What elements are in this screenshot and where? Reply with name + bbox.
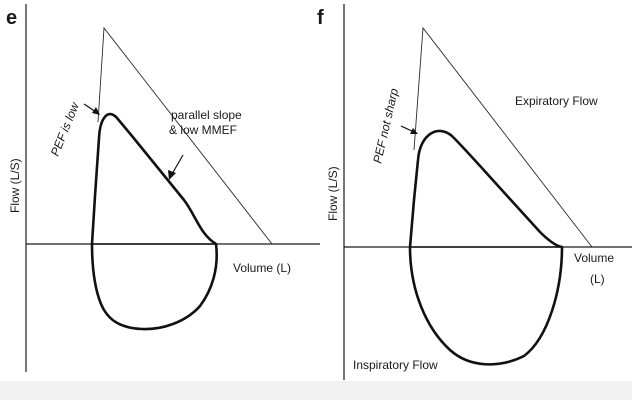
panel-e-x-axis-label: Volume (L) [233, 261, 291, 275]
panel-f-pef-arrowhead [410, 128, 418, 134]
panel-e-slope-annotation-line2: & low MMEF [169, 123, 237, 137]
panel-f-x-axis-label-line2: (L) [590, 272, 605, 286]
panel-e-pef-arrowhead [92, 107, 100, 115]
panel-f-inspiratory-annotation: Inspiratory Flow [353, 358, 438, 372]
panel-e-slope-annotation-line1: parallel slope [171, 108, 242, 122]
bottom-band [0, 381, 632, 400]
panel-e-slope-arrow [171, 154, 184, 175]
panel-e-pef-annotation: PEF is low [48, 99, 83, 158]
panel-f: f Flow (L/S) Volume (L) PEF not sharp Ex… [317, 4, 632, 380]
panel-f-expiratory-annotation: Expiratory Flow [515, 94, 598, 108]
panel-e-flow-volume-loop [90, 112, 218, 331]
panel-f-normal-curve [413, 26, 593, 248]
panel-f-pef-annotation: PEF not sharp [370, 87, 401, 165]
panel-e-normal-curve [97, 26, 273, 245]
panel-f-flow-volume-loop [408, 129, 564, 366]
panel-e-y-axis-label: Flow (L/S) [8, 158, 22, 213]
panel-f-letter: f [317, 7, 324, 29]
panel-f-x-axis-label-line1: Volume [574, 251, 614, 265]
panel-e-letter: e [6, 7, 17, 29]
panel-f-y-axis-label: Flow (L/S) [326, 166, 340, 221]
panel-e: e Flow (L/S) Volume (L) PEF is low paral… [6, 4, 320, 372]
panel-e-slope-arrowhead [168, 170, 176, 180]
